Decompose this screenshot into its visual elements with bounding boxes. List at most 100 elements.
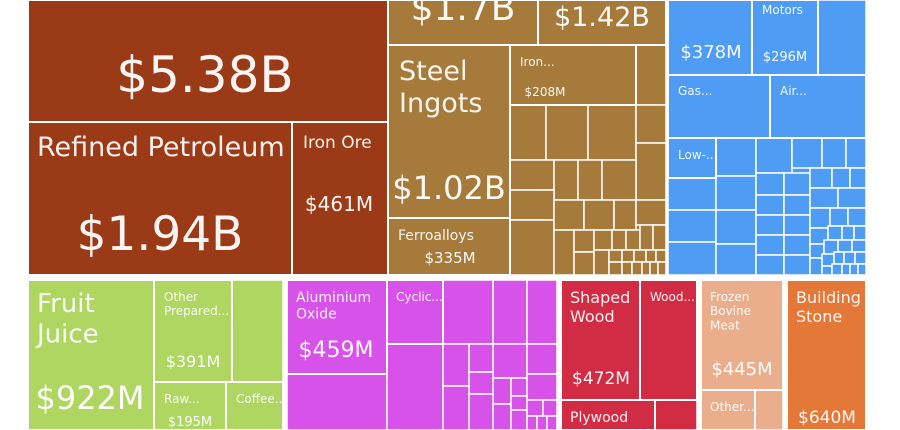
treemap-tile[interactable] xyxy=(153,279,233,383)
minor-tile[interactable] xyxy=(510,395,528,411)
minor-tile[interactable] xyxy=(715,209,757,245)
treemap-tile[interactable] xyxy=(700,389,756,430)
minor-tile[interactable] xyxy=(654,399,698,430)
minor-tile[interactable] xyxy=(442,279,494,345)
minor-tile[interactable] xyxy=(526,373,558,401)
minor-tile[interactable] xyxy=(442,385,470,430)
minor-tile[interactable] xyxy=(849,167,867,189)
minor-tile[interactable] xyxy=(633,249,647,263)
minor-tile[interactable] xyxy=(837,187,867,209)
minor-tile[interactable] xyxy=(853,225,867,241)
minor-tile[interactable] xyxy=(791,137,823,169)
minor-tile[interactable] xyxy=(833,251,845,265)
minor-tile[interactable] xyxy=(492,279,528,345)
minor-tile[interactable] xyxy=(526,399,544,417)
minor-tile[interactable] xyxy=(510,409,528,430)
minor-tile[interactable] xyxy=(831,263,843,276)
minor-tile[interactable] xyxy=(509,159,555,191)
minor-tile[interactable] xyxy=(817,0,867,76)
treemap-tile[interactable] xyxy=(225,381,284,430)
minor-tile[interactable] xyxy=(821,137,847,169)
minor-tile[interactable] xyxy=(783,254,811,276)
minor-tile[interactable] xyxy=(755,234,785,256)
minor-tile[interactable] xyxy=(854,251,867,265)
minor-tile[interactable] xyxy=(553,199,585,231)
minor-tile[interactable] xyxy=(635,199,667,226)
minor-tile[interactable] xyxy=(509,219,555,276)
minor-tile[interactable] xyxy=(809,187,839,209)
minor-tile[interactable] xyxy=(553,229,575,276)
minor-tile[interactable] xyxy=(783,214,811,236)
minor-tile[interactable] xyxy=(286,373,388,430)
treemap-tile[interactable] xyxy=(387,0,539,46)
treemap-tile[interactable] xyxy=(639,279,698,401)
minor-tile[interactable] xyxy=(667,177,717,211)
minor-tile[interactable] xyxy=(625,229,641,251)
minor-tile[interactable] xyxy=(755,137,793,174)
minor-tile[interactable] xyxy=(621,249,635,263)
minor-tile[interactable] xyxy=(809,167,833,189)
treemap-tile[interactable] xyxy=(387,217,511,276)
minor-tile[interactable] xyxy=(831,167,851,189)
minor-tile[interactable] xyxy=(492,343,528,379)
minor-tile[interactable] xyxy=(857,263,867,276)
minor-tile[interactable] xyxy=(635,104,667,144)
minor-tile[interactable] xyxy=(652,224,667,251)
minor-tile[interactable] xyxy=(827,225,843,241)
treemap-tile[interactable] xyxy=(769,74,867,139)
minor-tile[interactable] xyxy=(583,199,615,231)
minor-tile[interactable] xyxy=(546,415,558,430)
minor-tile[interactable] xyxy=(847,207,867,227)
minor-tile[interactable] xyxy=(809,257,823,276)
minor-tile[interactable] xyxy=(635,44,667,106)
minor-tile[interactable] xyxy=(821,265,833,276)
minor-tile[interactable] xyxy=(755,194,785,216)
minor-tile[interactable] xyxy=(573,251,595,276)
treemap-tile[interactable] xyxy=(153,381,227,430)
minor-tile[interactable] xyxy=(526,343,558,375)
treemap-tile[interactable] xyxy=(537,0,667,46)
minor-tile[interactable] xyxy=(715,243,757,276)
minor-tile[interactable] xyxy=(667,241,717,276)
minor-tile[interactable] xyxy=(593,229,613,251)
minor-tile[interactable] xyxy=(492,403,512,430)
minor-tile[interactable] xyxy=(468,393,494,430)
minor-tile[interactable] xyxy=(845,137,867,169)
minor-tile[interactable] xyxy=(715,137,757,177)
minor-tile[interactable] xyxy=(754,389,784,430)
minor-tile[interactable] xyxy=(639,224,654,251)
treemap-tile[interactable] xyxy=(291,121,389,276)
minor-tile[interactable] xyxy=(851,239,867,253)
minor-tile[interactable] xyxy=(613,199,637,231)
minor-tile[interactable] xyxy=(587,104,637,161)
minor-tile[interactable] xyxy=(231,279,284,383)
minor-tile[interactable] xyxy=(783,194,811,216)
minor-tile[interactable] xyxy=(536,415,548,430)
minor-tile[interactable] xyxy=(641,261,651,276)
minor-tile[interactable] xyxy=(468,371,494,395)
minor-tile[interactable] xyxy=(492,377,512,405)
minor-tile[interactable] xyxy=(601,159,637,201)
minor-tile[interactable] xyxy=(442,343,470,387)
minor-tile[interactable] xyxy=(667,209,717,243)
minor-tile[interactable] xyxy=(542,399,558,417)
minor-tile[interactable] xyxy=(608,261,623,276)
minor-tile[interactable] xyxy=(611,229,627,251)
treemap-tile[interactable] xyxy=(27,0,389,123)
minor-tile[interactable] xyxy=(841,263,851,276)
minor-tile[interactable] xyxy=(849,263,859,276)
minor-tile[interactable] xyxy=(755,214,785,236)
treemap-tile[interactable] xyxy=(560,399,656,430)
treemap-tile[interactable] xyxy=(509,44,637,106)
minor-tile[interactable] xyxy=(809,207,831,229)
treemap-tile[interactable] xyxy=(667,137,717,179)
minor-tile[interactable] xyxy=(783,172,811,196)
treemap-tile[interactable] xyxy=(27,121,293,276)
minor-tile[interactable] xyxy=(783,234,811,256)
minor-tile[interactable] xyxy=(843,251,856,265)
minor-tile[interactable] xyxy=(829,207,849,227)
minor-tile[interactable] xyxy=(593,249,610,276)
minor-tile[interactable] xyxy=(577,159,603,201)
minor-tile[interactable] xyxy=(509,189,555,221)
treemap-tile[interactable] xyxy=(387,44,511,219)
